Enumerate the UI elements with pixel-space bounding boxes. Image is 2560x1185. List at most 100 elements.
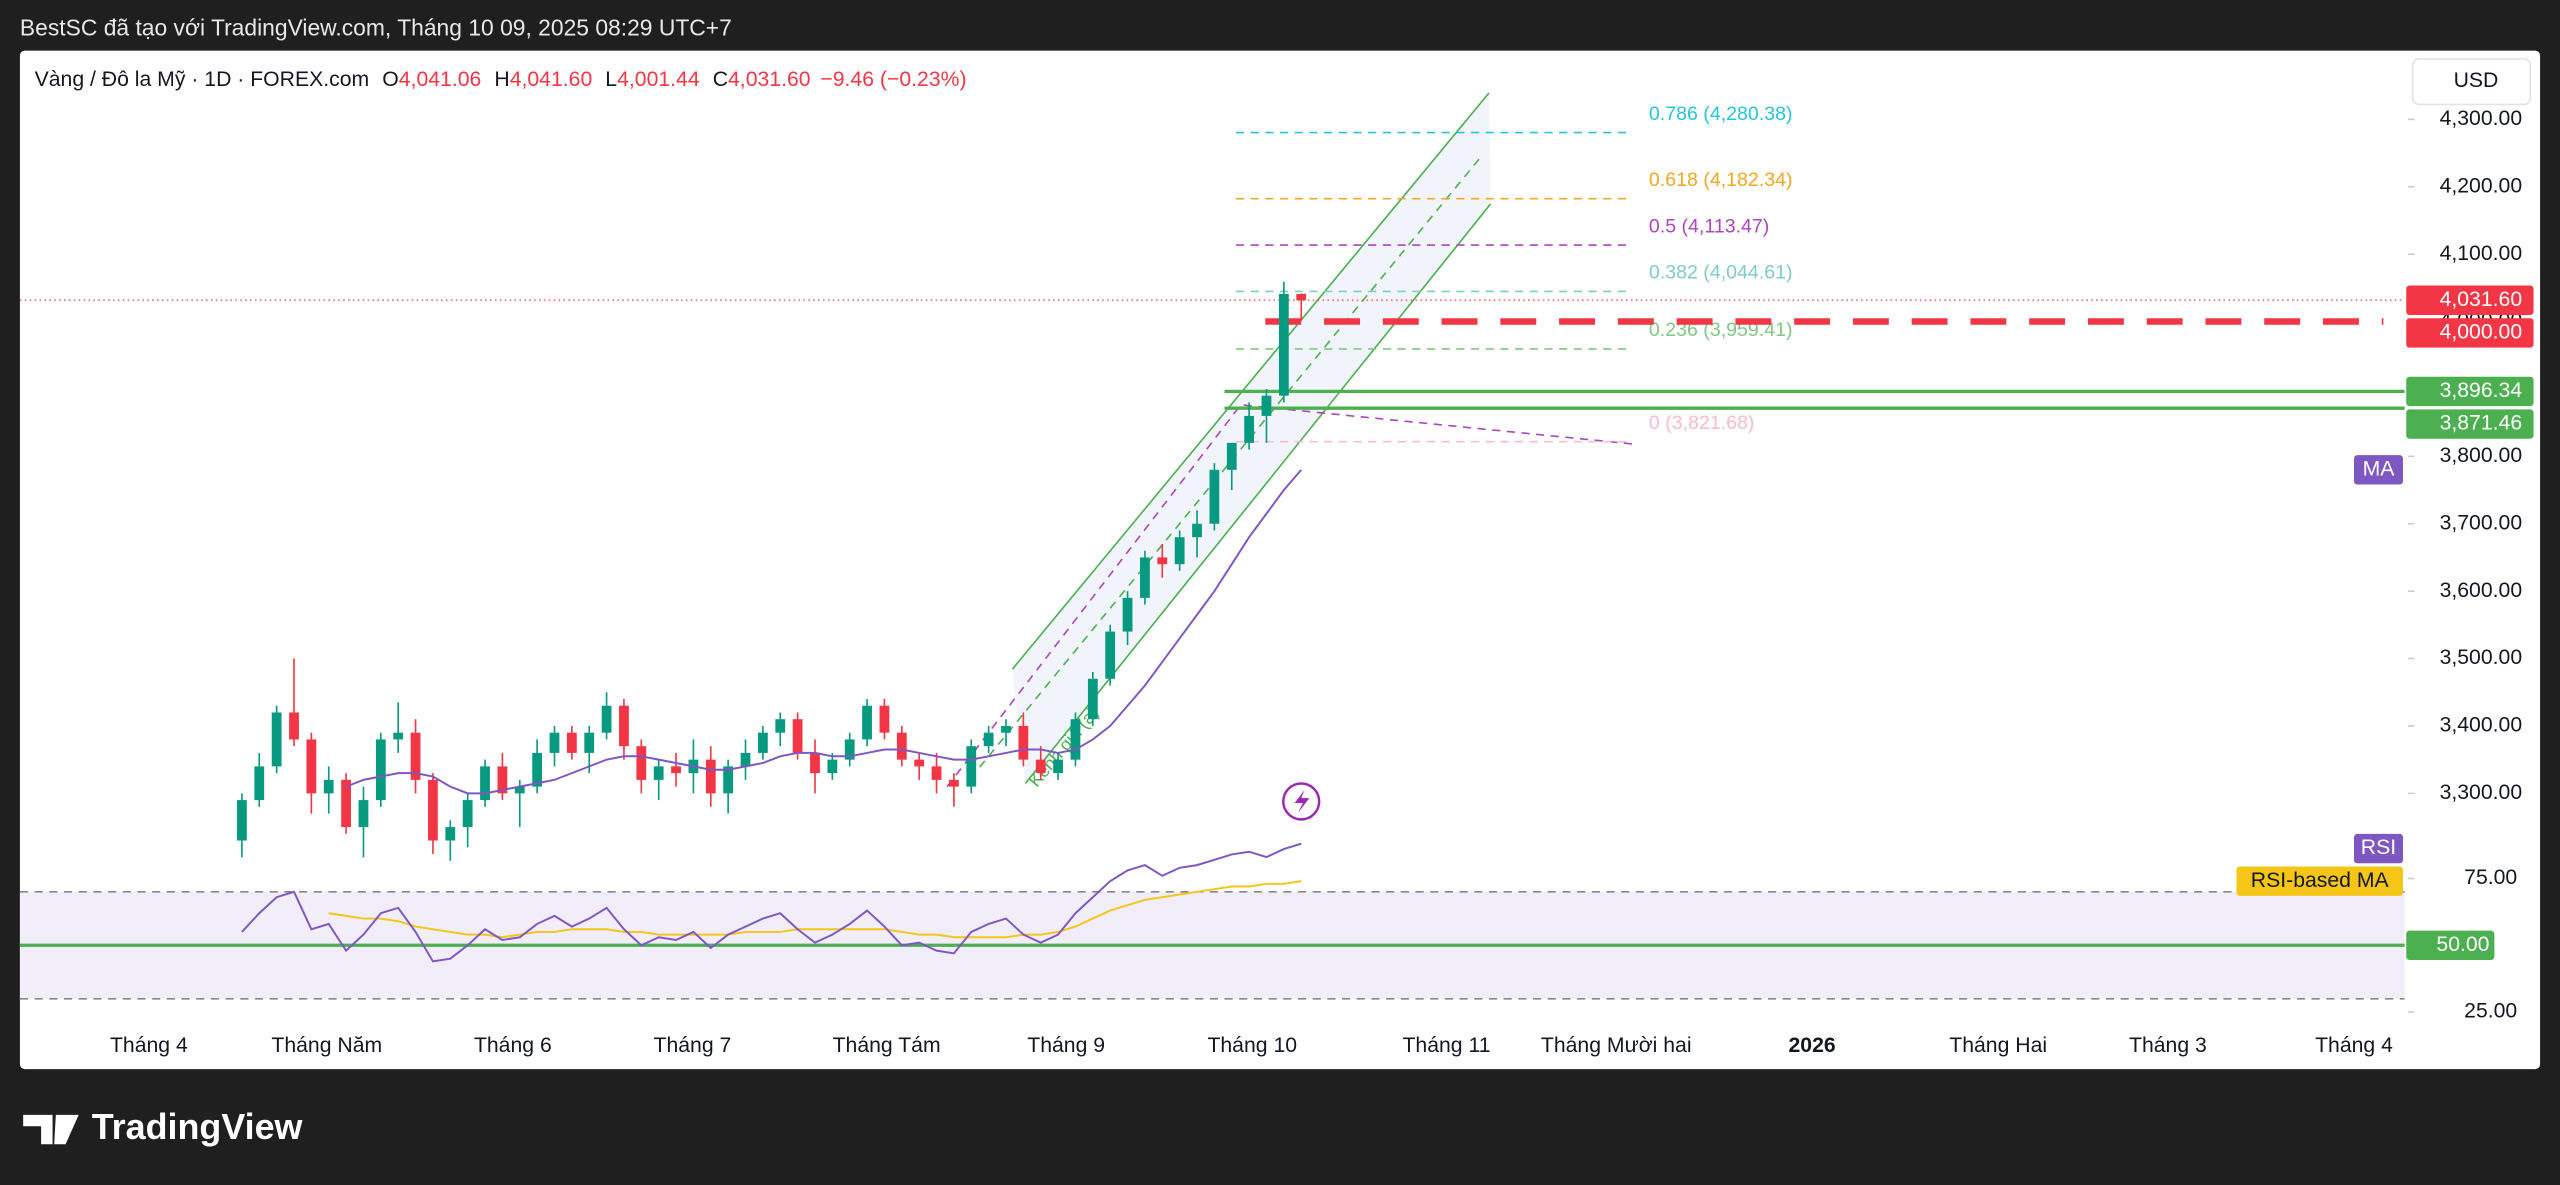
ohlc-key: H xyxy=(494,68,509,91)
currency-button[interactable] xyxy=(2411,57,2532,106)
fib-label: 0.382 (4,044.61) xyxy=(1649,262,1793,284)
currency[interactable]: USD xyxy=(2454,69,2499,92)
y-tick-label: 3,600.00 xyxy=(2440,579,2523,602)
candle-body xyxy=(323,779,334,794)
candle-body xyxy=(271,712,282,767)
candle-body xyxy=(844,739,855,760)
price-box-label: 3,871.46 xyxy=(2440,412,2523,435)
fib-label: 0.786 (4,280.38) xyxy=(1649,103,1793,125)
price-box xyxy=(2406,285,2534,315)
x-tick-label: Tháng 4 xyxy=(110,1034,188,1057)
rsi-tag-box xyxy=(2354,833,2403,864)
candle-body xyxy=(1296,293,1307,301)
candle-body xyxy=(896,732,907,760)
rsi-tick-label: 75.00 xyxy=(2464,866,2517,889)
candle-body xyxy=(462,800,473,828)
fib-label: 0.5 (4,113.47) xyxy=(1649,215,1769,237)
chart-panel xyxy=(19,50,2541,1070)
rsi-ma-line xyxy=(328,880,1302,939)
x-tick-label: Tháng Mười hai xyxy=(1541,1034,1692,1057)
x-tick-label: Tháng 7 xyxy=(653,1034,731,1057)
candle-body xyxy=(1278,293,1289,396)
rsi-midline-label: 50.00 xyxy=(2436,933,2489,956)
candle-body xyxy=(289,712,299,740)
candle-body xyxy=(757,732,768,753)
candle-body xyxy=(1105,631,1116,679)
candle-body xyxy=(358,800,369,828)
logo-text: TradingView xyxy=(92,1107,303,1147)
rsi-ma-tag: RSI-based MA xyxy=(2251,869,2390,892)
ohlc-key: L xyxy=(605,68,617,91)
ohlc-value: 4,001.44 xyxy=(617,68,700,91)
candle-body xyxy=(1070,719,1081,760)
candle-body xyxy=(1018,725,1029,760)
ohlc-key: C xyxy=(713,68,728,91)
y-tick-label: 4,100.00 xyxy=(2440,242,2523,265)
candle-body xyxy=(1001,725,1011,733)
candle-body xyxy=(1053,759,1063,774)
ma-tag: MA xyxy=(2363,457,2396,480)
y-tick-label: 3,700.00 xyxy=(2440,511,2523,534)
channel-lower xyxy=(1024,203,1492,784)
x-tick-label: Tháng 10 xyxy=(1207,1034,1297,1057)
candle-body xyxy=(341,779,351,828)
x-tick-label: 2026 xyxy=(1789,1034,1836,1057)
candle-body xyxy=(1157,557,1168,565)
x-tick-label: Tháng Hai xyxy=(1949,1034,2047,1057)
candle-body xyxy=(584,732,595,753)
candle-body xyxy=(983,732,994,747)
candle-body xyxy=(705,759,716,794)
candle-body xyxy=(549,732,560,753)
change: −9.46 (−0.23%) xyxy=(820,68,966,91)
candle-body xyxy=(445,827,456,841)
price-box-label: 4,031.60 xyxy=(2440,288,2523,311)
candle-body xyxy=(810,752,820,774)
symbol-title: Vàng / Đô la Mỹ · 1D · FOREX.com xyxy=(35,68,370,91)
x-tick-label: Tháng 9 xyxy=(1027,1034,1105,1057)
candle-body xyxy=(1174,537,1185,565)
candle-body xyxy=(636,746,647,780)
candle-body xyxy=(775,719,786,733)
channel-upper xyxy=(1011,92,1490,670)
rsi-tag: RSI xyxy=(2361,836,2396,859)
y-tick-label: 4,300.00 xyxy=(2440,107,2523,130)
candle-body xyxy=(619,705,629,747)
candle-body xyxy=(237,800,247,841)
x-tick-label: Tháng Tám xyxy=(833,1034,941,1057)
candle-body xyxy=(792,719,803,753)
ohlc-value: 4,041.06 xyxy=(399,68,482,91)
candle-body xyxy=(1035,759,1046,774)
candle-body xyxy=(566,732,577,753)
ohlc-value: 4,041.60 xyxy=(510,68,593,91)
candle-body xyxy=(653,766,664,780)
x-tick-label: Tháng 3 xyxy=(2129,1034,2207,1057)
y-tick-label: 3,300.00 xyxy=(2440,781,2523,804)
price-box-label: 3,896.34 xyxy=(2440,379,2523,402)
candle-body xyxy=(601,705,612,733)
ma-tag-box xyxy=(2354,455,2403,485)
candle-body xyxy=(949,779,959,787)
candle-body xyxy=(862,705,872,740)
candle-body xyxy=(1209,469,1220,524)
candle-body xyxy=(410,732,421,780)
rsi-ma-tag-box xyxy=(2236,866,2403,896)
price-box xyxy=(2406,376,2534,407)
ohlc-key: O xyxy=(382,68,399,91)
candle-body xyxy=(1192,523,1202,538)
x-tick-label: Tháng Năm xyxy=(271,1034,382,1057)
fib-label: 0.618 (4,182.34) xyxy=(1649,169,1793,191)
x-tick-label: Tháng 11 xyxy=(1402,1034,1490,1057)
logo-mark xyxy=(23,1114,79,1145)
chart-layer: 3,300.00 3,400.00 3,500.00 3,600.00 3,700.00… xyxy=(19,103,2534,1057)
candle-body xyxy=(879,705,890,733)
candle-body xyxy=(375,739,386,801)
candle-body xyxy=(966,746,977,787)
ohlc-value: 4,031.60 xyxy=(728,68,811,91)
rsi-line xyxy=(241,842,1302,963)
candle-body xyxy=(1244,415,1255,443)
x-tick-label: Tháng 4 xyxy=(2315,1034,2393,1057)
candle-body xyxy=(1226,442,1237,470)
ma-line xyxy=(345,469,1302,795)
price-box-label: 4,000.00 xyxy=(2440,321,2523,344)
